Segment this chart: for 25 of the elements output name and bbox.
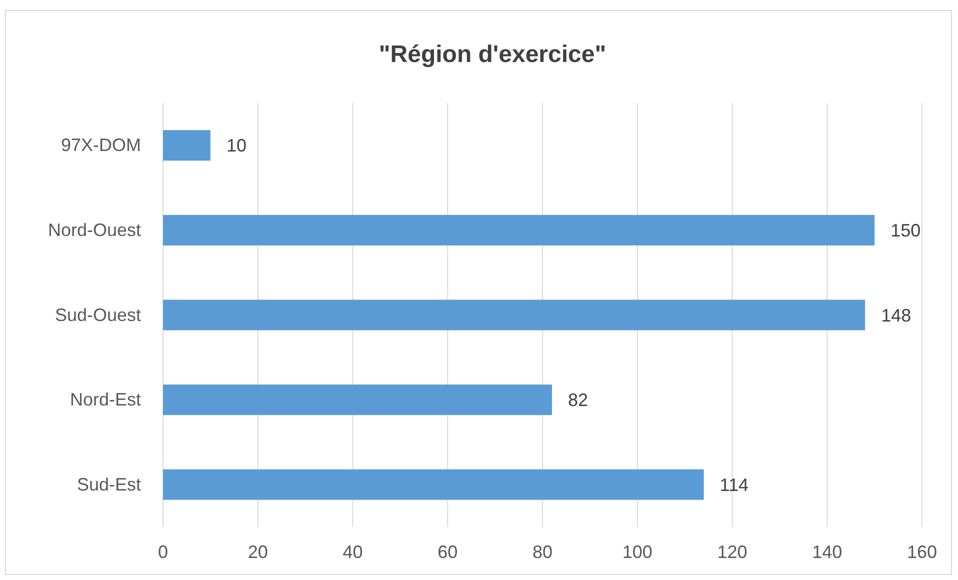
x-tick-label: 20: [248, 542, 268, 562]
x-tick-label: 60: [438, 542, 458, 562]
y-tick-label: 97X-DOM: [60, 135, 141, 156]
x-tick-label: 100: [622, 542, 652, 562]
y-tick-label: Nord-Ouest: [48, 220, 141, 240]
data-label: 148: [881, 305, 912, 326]
data-label: 10: [226, 136, 246, 156]
x-tick-label: 120: [717, 542, 748, 562]
bar: [163, 384, 552, 416]
y-tick-label: Sud-Ouest: [54, 304, 141, 325]
x-tick-label: 40: [342, 542, 363, 562]
data-label: 114: [720, 474, 748, 495]
x-tick-label: 80: [532, 542, 553, 562]
data-label: 82: [568, 390, 588, 410]
x-tick-label: 160: [906, 542, 938, 562]
bar: [163, 130, 210, 161]
bar: [163, 214, 875, 246]
bar: [163, 300, 866, 330]
x-tick-label: 140: [812, 542, 842, 562]
bar: [163, 469, 704, 500]
data-label: 150: [890, 220, 921, 240]
y-tick-label: Nord-Est: [70, 390, 141, 410]
y-tick-label: Sud-Est: [76, 474, 141, 494]
x-tick-label: 0: [158, 542, 168, 562]
chart-title: "Région d'exercice": [378, 41, 606, 68]
